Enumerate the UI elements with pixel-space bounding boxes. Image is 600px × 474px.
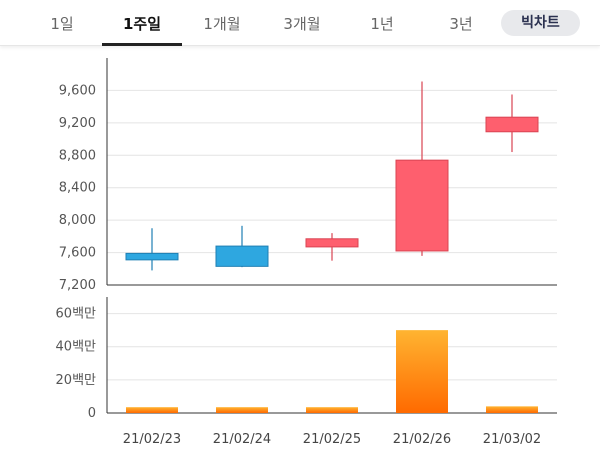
tab-1-week[interactable]: 1주일 [102, 0, 182, 46]
date-tick-label: 21/02/25 [303, 432, 361, 447]
volume-bar [306, 407, 358, 413]
volume-bar [396, 330, 448, 413]
tab-1-day[interactable]: 1일 [50, 15, 74, 33]
volume-panel: 60백만 40백만 20백만 0 [56, 297, 557, 421]
price-tick-label: 7,200 [59, 278, 96, 293]
date-tick-label: 21/02/23 [123, 432, 181, 447]
volume-bar [216, 407, 268, 413]
price-tick-label: 7,600 [59, 246, 96, 261]
volume-bar [486, 406, 538, 413]
price-tick-label: 8,400 [59, 181, 96, 196]
date-tick-label: 21/02/24 [213, 432, 271, 447]
tab-1-month[interactable]: 1개월 [203, 15, 241, 33]
date-tick-label: 21/02/26 [393, 432, 451, 447]
tab-3-months[interactable]: 3개월 [283, 15, 321, 33]
candle-body [305, 238, 359, 248]
x-axis: 21/02/23 21/02/24 21/02/25 21/02/26 21/03/02 [123, 432, 541, 447]
volume-bar [126, 407, 178, 413]
candle-body [125, 252, 179, 261]
period-tab-bar: 1일 1주일 1개월 3개월 1년 3년 빅차트 [0, 0, 600, 46]
candle-body [485, 116, 539, 133]
volume-tick-label: 40백만 [56, 340, 97, 355]
volume-tick-label: 60백만 [56, 307, 97, 322]
volume-tick-label: 0 [88, 406, 96, 421]
volume-tick-label: 20백만 [56, 373, 97, 388]
price-tick-label: 9,200 [59, 116, 96, 131]
big-chart-button[interactable]: 빅차트 [501, 10, 580, 36]
price-tick-label: 8,000 [59, 213, 96, 228]
price-tick-label: 9,600 [59, 83, 96, 98]
candle-body [215, 245, 269, 267]
tab-1-year[interactable]: 1년 [370, 15, 394, 33]
candle-body [395, 159, 449, 252]
tab-3-years[interactable]: 3년 [449, 15, 473, 33]
price-panel: 9,600 9,200 8,800 8,400 8,000 7,600 7,200 [59, 58, 557, 293]
date-tick-label: 21/03/02 [483, 432, 541, 447]
price-tick-label: 8,800 [59, 148, 96, 163]
